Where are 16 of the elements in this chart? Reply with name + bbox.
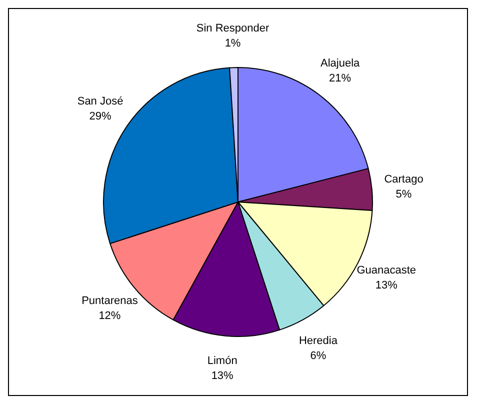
data-label: 21%: [329, 72, 352, 84]
slice-label: Sin Responder: [196, 22, 270, 35]
data-label: 13%: [375, 280, 398, 292]
slice-label: San José: [77, 95, 124, 108]
data-label: 1%: [224, 38, 241, 50]
data-label: 13%: [211, 370, 234, 382]
slice-label: Puntarenas: [82, 295, 138, 308]
slice-label: Limón: [207, 354, 238, 367]
slice-label: Alajuela: [320, 57, 360, 70]
data-label: 12%: [98, 310, 121, 322]
slice-label: Heredia: [298, 334, 338, 347]
slice-label: Guanacaste: [356, 264, 416, 277]
data-label: 6%: [310, 350, 326, 362]
data-label: 5%: [396, 188, 412, 200]
data-label: 29%: [89, 110, 112, 122]
slice-label: Cartago: [384, 173, 424, 186]
